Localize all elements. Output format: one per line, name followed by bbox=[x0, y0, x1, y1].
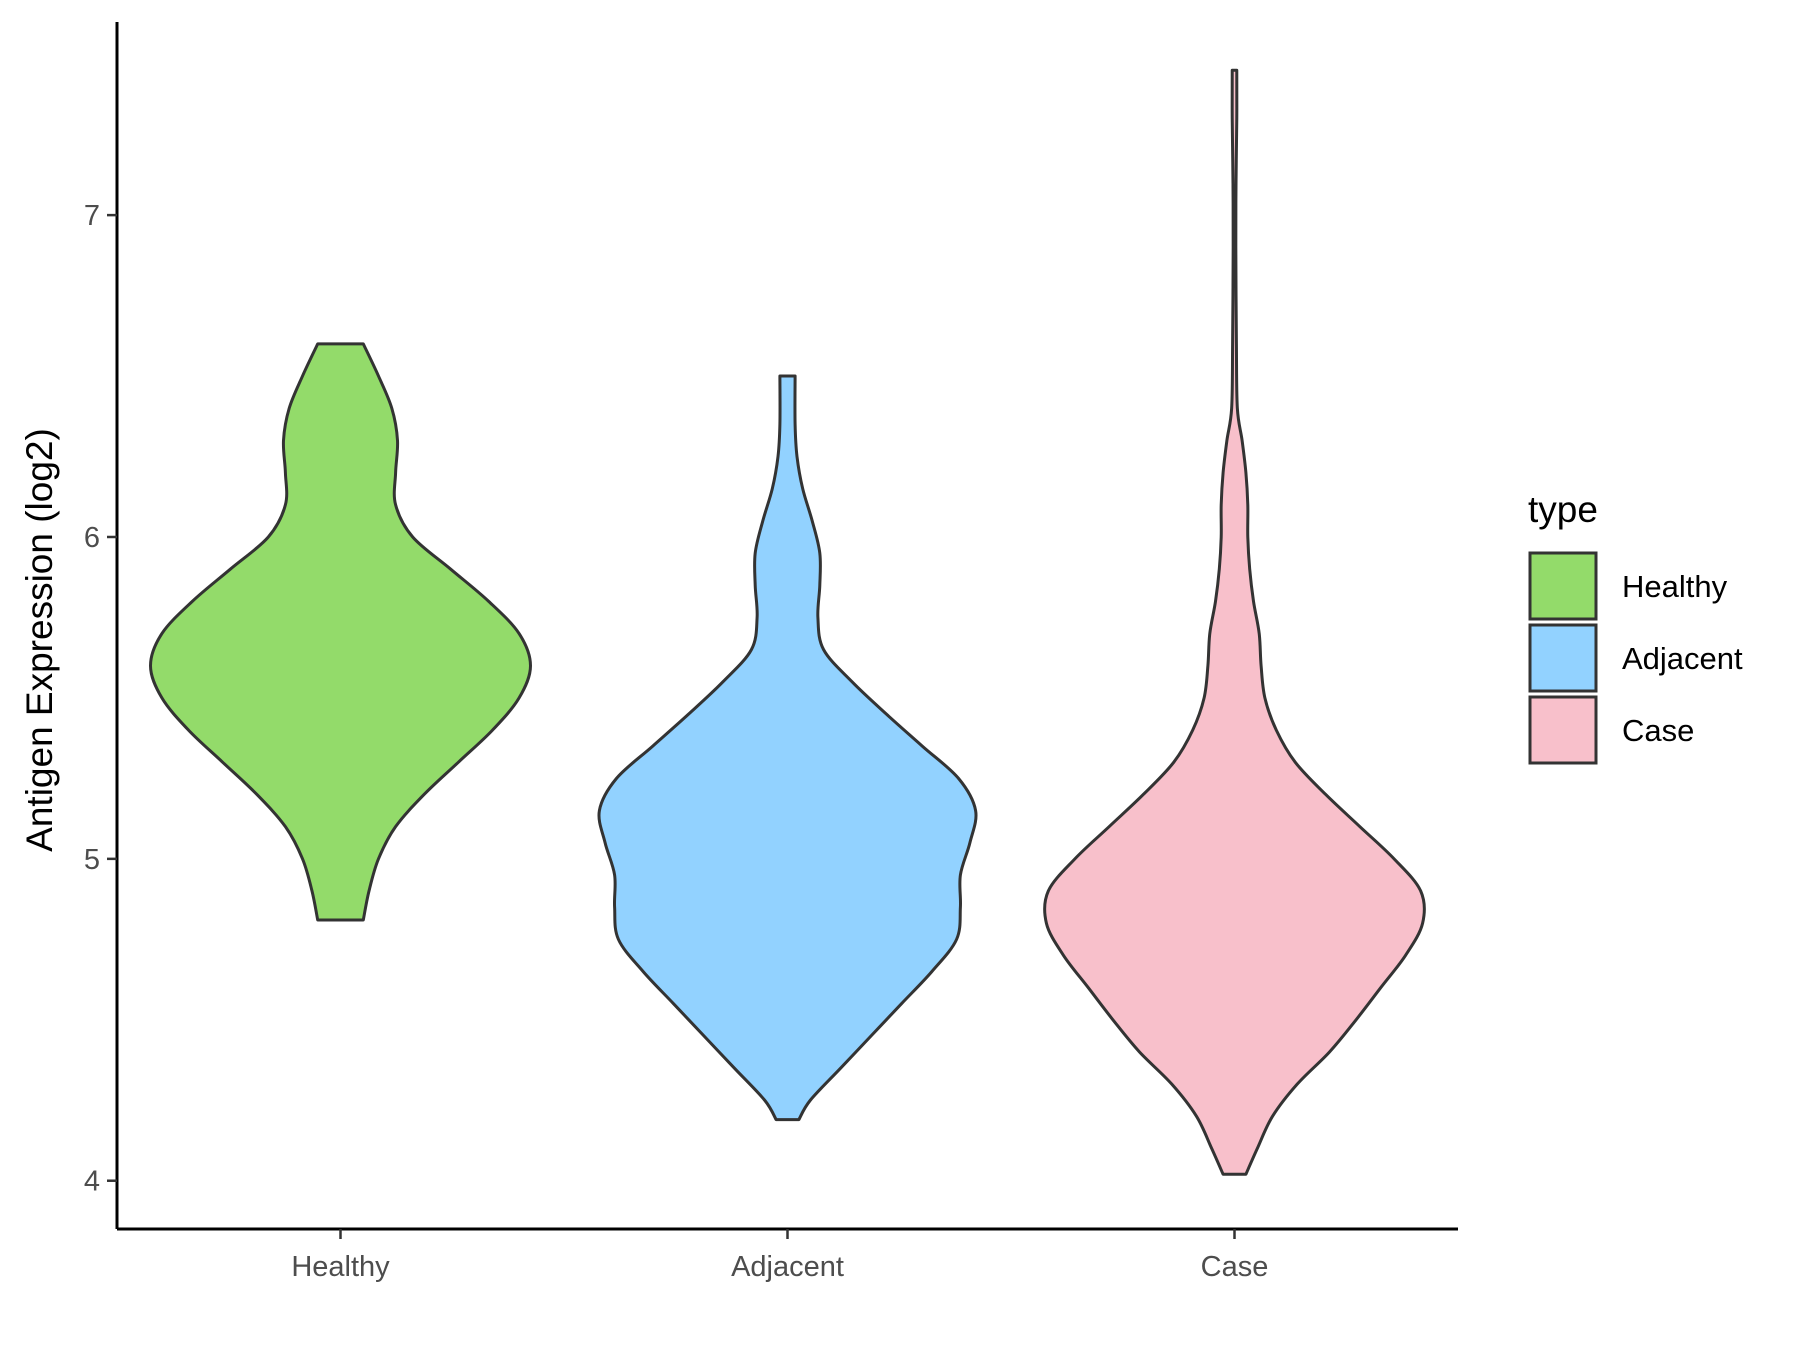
legend: type Healthy Adjacent Case bbox=[1528, 489, 1743, 765]
violin-adjacent bbox=[597, 374, 978, 1122]
violin-layer bbox=[149, 68, 1426, 1176]
y-tick-label-4: 4 bbox=[84, 1166, 100, 1198]
legend-label-case: Case bbox=[1622, 713, 1694, 748]
x-tick-label-case: Case bbox=[1201, 1251, 1269, 1283]
y-tick-label-5: 5 bbox=[84, 844, 100, 876]
y-tick-label-6: 6 bbox=[84, 522, 100, 554]
x-tick-label-adjacent: Adjacent bbox=[731, 1251, 844, 1283]
legend-title: type bbox=[1528, 489, 1598, 530]
y-ticks: 4 5 6 7 bbox=[84, 200, 117, 1198]
legend-label-healthy: Healthy bbox=[1622, 569, 1728, 604]
y-axis-title: Antigen Expression (log2) bbox=[19, 428, 60, 852]
violin-case bbox=[1043, 68, 1426, 1176]
legend-label-adjacent: Adjacent bbox=[1622, 641, 1743, 676]
legend-key-healthy bbox=[1528, 551, 1598, 621]
violin-healthy bbox=[149, 342, 532, 922]
x-ticks: Healthy Adjacent Case bbox=[291, 1229, 1268, 1283]
legend-key-case bbox=[1528, 695, 1598, 765]
y-tick-label-7: 7 bbox=[84, 200, 100, 232]
x-tick-label-healthy: Healthy bbox=[291, 1251, 390, 1283]
legend-key-adjacent bbox=[1528, 623, 1598, 693]
